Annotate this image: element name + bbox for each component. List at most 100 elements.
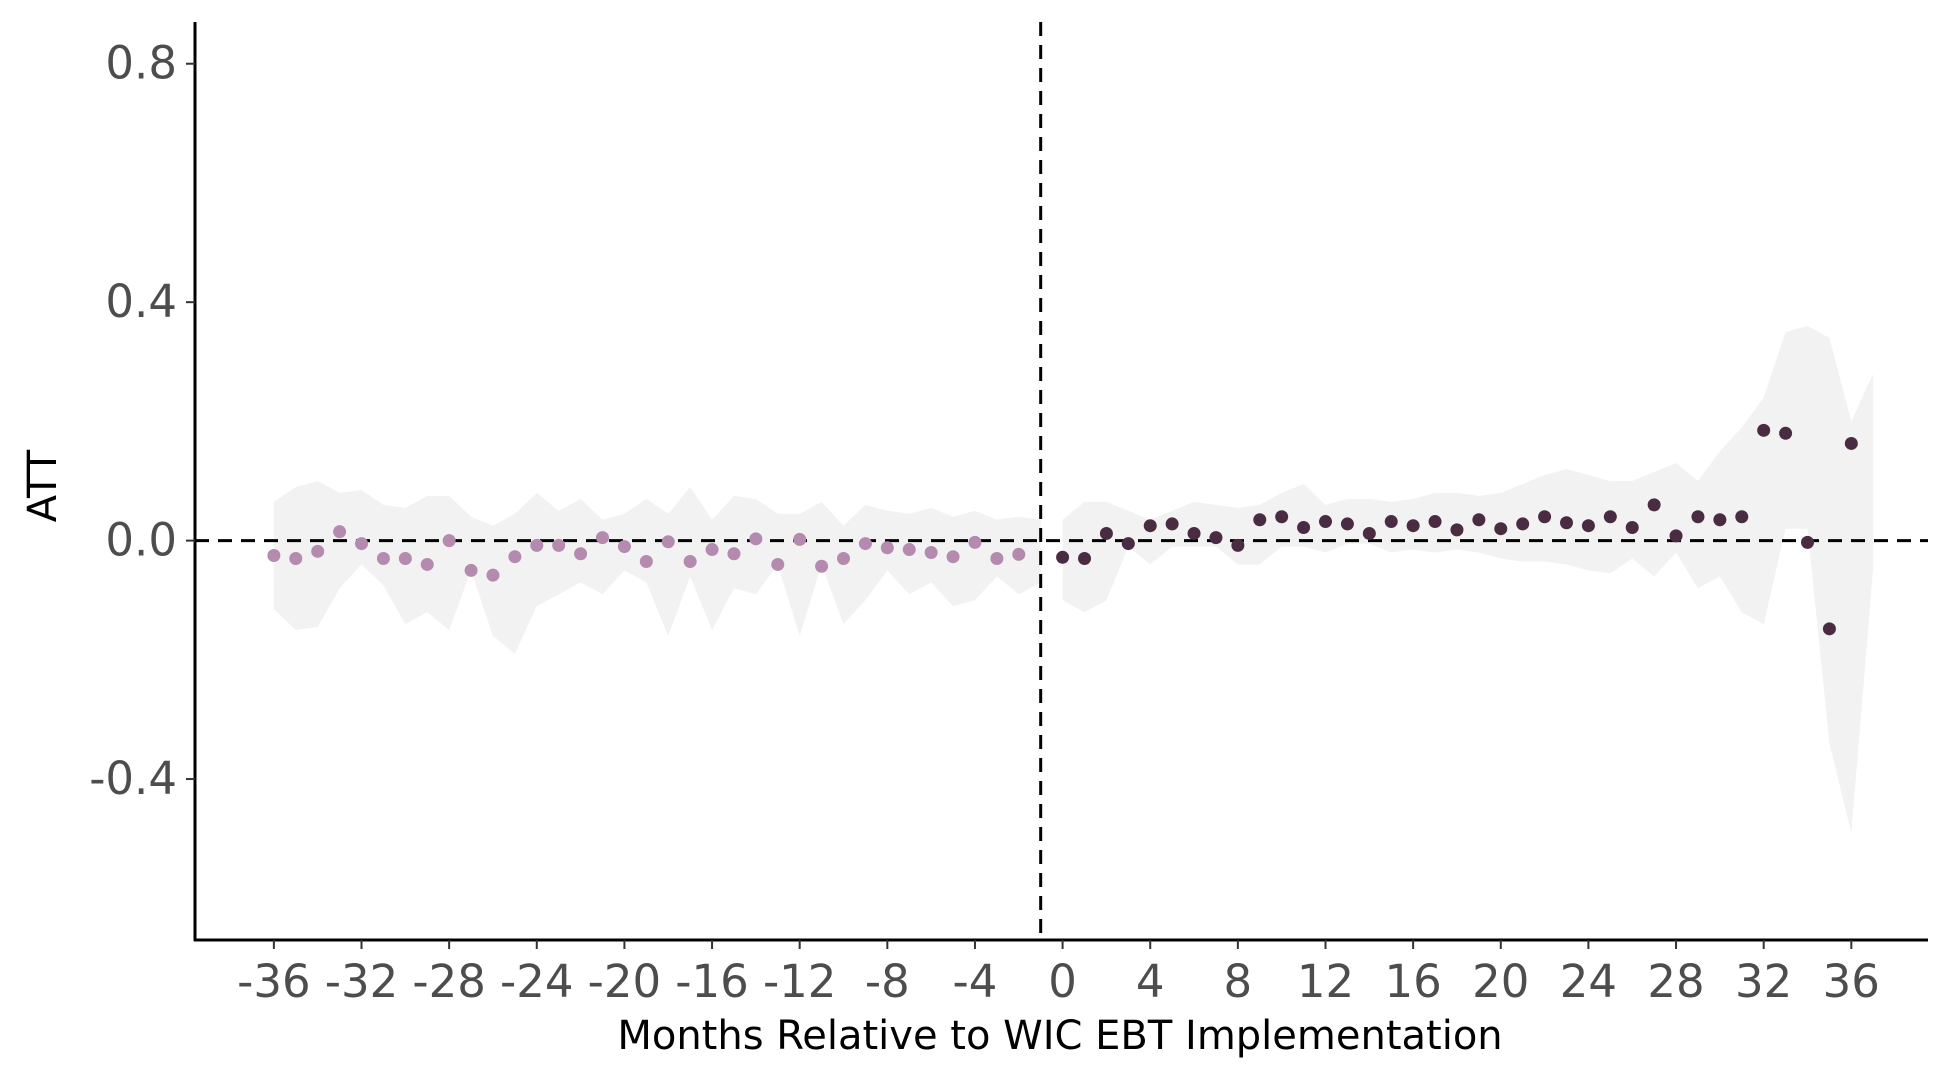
confidence-band-post (1062, 326, 1874, 833)
data-point-post (1231, 538, 1245, 552)
data-point-pre (924, 546, 938, 560)
y-tick-label: 0.0 (105, 514, 177, 567)
data-point-pre (289, 551, 303, 565)
x-tick-label: 16 (1385, 955, 1442, 1008)
data-point-post (1844, 436, 1858, 450)
data-point-pre (1012, 547, 1026, 561)
data-point-post (1494, 522, 1508, 536)
data-point-post (1581, 519, 1595, 533)
data-point-post (1099, 526, 1113, 540)
data-point-pre (990, 551, 1004, 565)
data-point-pre (639, 554, 653, 568)
data-point-pre (398, 551, 412, 565)
data-point-post (1757, 423, 1771, 437)
data-point-post (1384, 515, 1398, 529)
x-tick-label: -12 (763, 955, 837, 1008)
data-point-pre (727, 547, 741, 561)
data-point-pre (596, 531, 610, 545)
data-point-post (1275, 510, 1289, 524)
data-point-post (1538, 510, 1552, 524)
data-point-pre (968, 535, 982, 549)
data-point-pre (946, 550, 960, 564)
data-point-pre (530, 538, 544, 552)
data-point-post (1078, 551, 1092, 565)
x-tick-label: -4 (953, 955, 998, 1008)
x-tick-label: 24 (1560, 955, 1617, 1008)
data-point-pre (420, 557, 434, 571)
confidence-band-pre (273, 481, 1041, 654)
data-point-pre (749, 532, 763, 546)
x-tick-label: 12 (1297, 955, 1354, 1008)
data-point-post (1056, 550, 1070, 564)
data-point-pre (902, 543, 916, 557)
data-point-pre (880, 541, 894, 555)
x-tick-label: 0 (1048, 955, 1077, 1008)
data-point-post (1713, 513, 1727, 527)
x-tick-label: -28 (412, 955, 486, 1008)
data-point-post (1143, 519, 1157, 533)
data-point-pre (552, 538, 566, 552)
data-point-post (1319, 515, 1333, 529)
data-point-pre (837, 551, 851, 565)
data-point-post (1625, 520, 1639, 534)
data-point-post (1822, 622, 1836, 636)
x-tick-label: -16 (675, 955, 749, 1008)
y-tick-label: 0.4 (105, 275, 177, 328)
data-point-pre (617, 540, 631, 554)
confidence-band-layer (273, 326, 1874, 833)
axes (186, 22, 1928, 949)
reference-lines (195, 22, 1928, 940)
data-point-pre (771, 557, 785, 571)
data-point-pre (311, 544, 325, 558)
data-point-post (1165, 517, 1179, 531)
data-point-post (1406, 519, 1420, 533)
data-point-pre (574, 547, 588, 561)
data-point-pre (355, 537, 369, 551)
data-point-post (1603, 510, 1617, 524)
data-point-post (1362, 526, 1376, 540)
x-axis-title: Months Relative to WIC EBT Implementatio… (617, 1013, 1502, 1059)
data-point-pre (464, 563, 478, 577)
data-point-pre (793, 532, 807, 546)
data-point-post (1187, 526, 1201, 540)
data-point-post (1647, 498, 1661, 512)
x-tick-label: 28 (1647, 955, 1704, 1008)
data-point-pre (705, 543, 719, 557)
data-points (267, 423, 1858, 636)
tick-labels: -0.4 0.0 0.4 0.8 -36 -32 -28 -24 -20 -16 -12 -8 -4 0 4… (89, 37, 1880, 1008)
x-tick-label: 4 (1136, 955, 1165, 1008)
data-point-pre (267, 549, 281, 563)
data-point-post (1253, 513, 1267, 527)
data-point-post (1691, 510, 1705, 524)
data-point-post (1669, 529, 1683, 543)
data-point-post (1121, 537, 1135, 551)
data-point-post (1801, 535, 1815, 549)
data-point-pre (376, 551, 390, 565)
data-point-pre (486, 568, 500, 582)
data-point-post (1297, 520, 1311, 534)
data-point-post (1450, 523, 1464, 537)
data-point-pre (508, 550, 522, 564)
data-point-post (1560, 516, 1574, 530)
x-tick-label: 20 (1472, 955, 1529, 1008)
data-point-pre (442, 534, 456, 548)
x-tick-label: -24 (500, 955, 574, 1008)
x-tick-label: 32 (1735, 955, 1792, 1008)
y-tick-label: 0.8 (105, 37, 177, 90)
data-point-post (1779, 426, 1793, 440)
data-point-pre (815, 559, 829, 573)
data-point-pre (661, 535, 675, 549)
data-point-pre (858, 537, 872, 551)
data-point-post (1428, 515, 1442, 529)
y-tick-label: -0.4 (89, 752, 177, 805)
data-point-post (1209, 531, 1223, 545)
y-axis-title: ATT (20, 449, 66, 522)
data-point-pre (333, 525, 347, 539)
data-point-post (1735, 510, 1749, 524)
x-tick-label: 8 (1224, 955, 1253, 1008)
data-point-pre (683, 554, 697, 568)
x-tick-label: -36 (237, 955, 311, 1008)
x-tick-label: 36 (1823, 955, 1880, 1008)
